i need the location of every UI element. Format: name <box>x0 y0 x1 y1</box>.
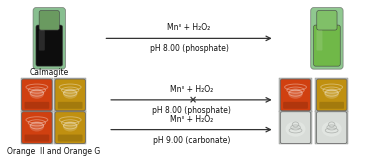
Ellipse shape <box>29 88 44 99</box>
FancyBboxPatch shape <box>36 25 63 66</box>
Ellipse shape <box>324 88 339 99</box>
Bar <box>21 111 53 144</box>
Ellipse shape <box>29 121 44 132</box>
Text: ×: × <box>189 95 197 105</box>
Text: Mnᴵᴵ + H₂O₂: Mnᴵᴵ + H₂O₂ <box>170 85 213 94</box>
Bar <box>316 111 348 144</box>
FancyBboxPatch shape <box>33 8 65 69</box>
FancyBboxPatch shape <box>316 30 322 51</box>
FancyBboxPatch shape <box>22 112 52 143</box>
FancyBboxPatch shape <box>58 135 82 141</box>
FancyBboxPatch shape <box>314 25 340 66</box>
FancyBboxPatch shape <box>280 112 311 143</box>
FancyBboxPatch shape <box>55 79 85 111</box>
FancyBboxPatch shape <box>25 135 49 141</box>
Bar <box>54 78 86 112</box>
Bar <box>54 111 86 144</box>
Text: pH 8.00 (phosphate): pH 8.00 (phosphate) <box>152 106 231 115</box>
Ellipse shape <box>322 121 342 137</box>
Bar <box>316 78 348 112</box>
FancyBboxPatch shape <box>39 11 59 30</box>
Text: Mnᴵᴵ + H₂O₂: Mnᴵᴵ + H₂O₂ <box>170 115 213 124</box>
Bar <box>21 78 53 112</box>
FancyBboxPatch shape <box>39 30 45 51</box>
Text: Mnᴵᴵ + H₂O₂: Mnᴵᴵ + H₂O₂ <box>167 23 211 32</box>
FancyBboxPatch shape <box>316 112 347 143</box>
FancyBboxPatch shape <box>311 8 343 69</box>
Bar <box>279 111 312 144</box>
Text: pH 9.00 (carbonate): pH 9.00 (carbonate) <box>153 136 230 145</box>
FancyBboxPatch shape <box>316 79 347 111</box>
Ellipse shape <box>288 88 303 99</box>
FancyBboxPatch shape <box>55 112 85 143</box>
FancyBboxPatch shape <box>280 79 311 111</box>
FancyBboxPatch shape <box>283 102 308 109</box>
Text: Calmagite: Calmagite <box>29 68 69 77</box>
Text: pH 8.00 (phosphate): pH 8.00 (phosphate) <box>150 44 228 53</box>
FancyBboxPatch shape <box>319 102 344 109</box>
FancyBboxPatch shape <box>22 79 52 111</box>
Bar <box>279 78 312 112</box>
FancyBboxPatch shape <box>317 11 337 30</box>
Text: Orange  II and Orange G: Orange II and Orange G <box>8 147 101 156</box>
FancyBboxPatch shape <box>25 102 49 109</box>
Ellipse shape <box>285 121 305 137</box>
Ellipse shape <box>63 88 77 99</box>
FancyBboxPatch shape <box>58 102 82 109</box>
Ellipse shape <box>63 121 77 132</box>
